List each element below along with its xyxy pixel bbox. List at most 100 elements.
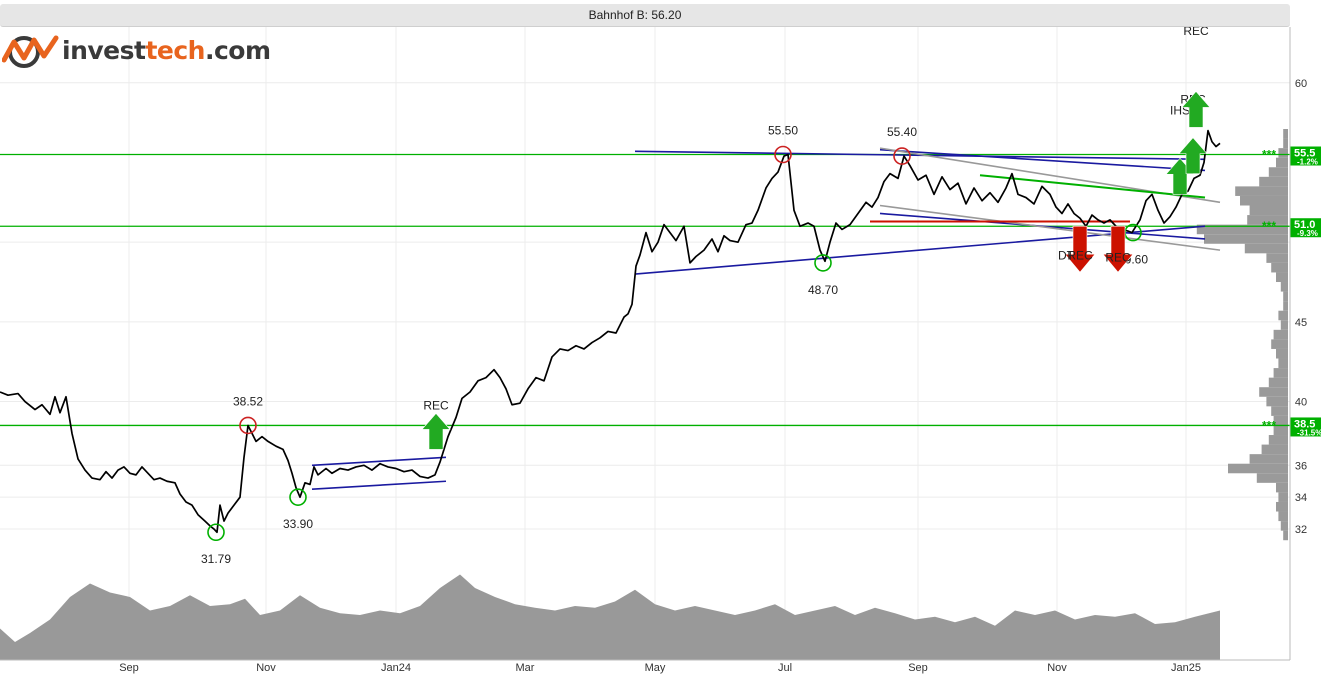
volume-profile-bar [1273,329,1288,340]
volume-profile-bar [1276,157,1288,168]
buy-signal-arrow [1181,90,1211,128]
volume-profile-bar [1283,530,1288,541]
volume-profile-bar [1280,282,1288,292]
volume-profile-bar [1235,186,1288,196]
y-tick-label: 34 [1295,492,1307,504]
volume-profile-bar [1280,320,1288,330]
top-marker [893,147,911,165]
bottom-marker [289,488,307,506]
volume-profile [1196,129,1288,541]
y-tick-label: 36 [1295,460,1307,472]
volume-profile-bar [1276,501,1288,512]
signal-label: REC [1105,250,1131,264]
level-stars: *** [1262,148,1276,162]
volume-profile-bar [1228,463,1288,474]
axes: Sep Nov Jan24 Mar May Jul Sep Nov Jan25 32 34 36 40 4… [0,27,1307,674]
trend-line [634,225,1206,275]
level-change: -1.2% [1297,158,1318,167]
signal-arrows: RECRECDTRECIHSRECREC [421,24,1211,450]
y-tick-label: 32 [1295,524,1307,536]
x-tick-label: Jan25 [1171,662,1201,674]
volume-profile-bar [1278,148,1288,158]
volume-profile-bar [1276,348,1288,359]
top-marker [774,145,792,164]
volume-profile-bar [1278,492,1288,502]
bottom-marker [207,523,225,542]
volume-profile-bar [1273,368,1288,378]
volume-profile-bar [1249,454,1288,464]
volume-profile-bar [1283,291,1288,302]
volume-profile-bar [1266,396,1288,407]
trend-lines [311,147,1221,491]
buy-signal-arrow [421,412,451,450]
volume-profile-bar [1268,435,1288,445]
x-tick-label: Mar [516,662,535,674]
signal-label: REC [423,399,449,413]
level-badge [1290,218,1321,238]
volume-profile-bar [1268,167,1288,177]
logo-text-invest: invest [62,35,146,65]
top-marker [239,416,257,435]
volume-profile-bar [1278,511,1288,522]
volume-profile-bar [1249,205,1288,216]
volume-profile-bar [1266,253,1288,263]
trend-line [879,148,1206,172]
x-tick-label: May [645,662,666,674]
signal-label: REC [1067,249,1093,263]
level-value: 51.0 [1294,219,1315,231]
volume-profile-bar [1271,262,1288,273]
x-tick-label: Sep [908,662,928,674]
bottom-marker [814,254,832,272]
volume-profile-bar [1276,272,1288,283]
extreme-label: 55.50 [768,124,798,138]
chart-title: Bahnhof B: 56.20 [588,8,682,22]
signal-label: DT [1058,249,1075,263]
grid [0,27,1290,660]
level-value: 38.5 [1294,418,1315,430]
x-tick-label: Jul [778,662,792,674]
volume-profile-bar [1268,377,1288,388]
volume-profile-bar [1278,358,1288,369]
sell-signal-arrow [1102,225,1134,273]
title-bar [0,4,1290,27]
logo-text-tech: tech [145,35,205,65]
sell-signal-arrow [1064,225,1096,273]
volume-profile-bar [1240,195,1288,206]
x-tick-label: Sep [119,662,139,674]
volume-profile-bar [1204,234,1288,244]
volume-profile-bar [1271,406,1288,416]
volume-profile-bar [1271,339,1288,349]
trend-line [311,480,447,491]
logo-text-com: .com [204,35,271,65]
volume-fill [0,574,1220,660]
y-tick-label: 40 [1295,397,1307,409]
x-tick-label: Jan24 [381,662,411,674]
level-stars: *** [1262,219,1276,233]
volume-profile-bar [1261,444,1288,455]
extreme-label: 38.52 [233,394,263,408]
y-tick-label: 60 [1295,78,1307,90]
volume-profile-bar [1280,521,1288,531]
extreme-label: 55.40 [887,125,917,139]
volume-profile-bar [1283,129,1288,139]
volume-profile-bar [1196,224,1288,235]
level-stars: *** [1262,418,1276,432]
level-change: -9.3% [1297,229,1318,238]
investtech-logo-icon [2,35,59,68]
level-badge [1290,146,1321,166]
volume-profile-bar [1276,482,1288,493]
volume-profile-bar [1244,243,1288,254]
volume-profile-bar [1259,176,1288,187]
volume-area [0,574,1220,660]
volume-profile-bar [1273,415,1288,426]
y-tick-label: 45 [1295,317,1307,329]
buy-signal-arrow [1178,137,1208,174]
volume-profile-bar [1278,310,1288,321]
extreme-label: 31.79 [201,552,231,566]
level-value: 55.5 [1294,148,1315,160]
support-line [979,174,1206,199]
signal-label: REC [1183,24,1209,38]
level-change: -31.5% [1297,428,1321,437]
